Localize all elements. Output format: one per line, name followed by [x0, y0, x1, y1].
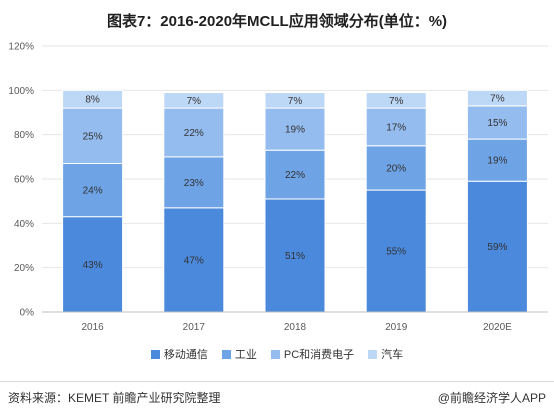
legend-swatch: [150, 349, 160, 359]
data-label: 7%: [187, 96, 202, 107]
data-label: 24%: [83, 186, 103, 197]
x-tick-label: 2019: [385, 322, 408, 333]
legend-item: PC和消费电子: [270, 346, 355, 362]
y-tick-label: 100%: [8, 86, 34, 97]
legend-item: 汽车: [368, 346, 403, 362]
legend-label: PC和消费电子: [283, 349, 355, 361]
bar-segment: [264, 92, 326, 109]
bar-segment: [163, 156, 225, 209]
y-tick-label: 120%: [8, 42, 34, 53]
data-label: 17%: [386, 122, 406, 133]
bar-segment: [62, 89, 124, 109]
footer: 资料来源：KEMET 前瞻产业研究院整理 @前瞻经济学人APP: [0, 381, 554, 414]
x-tick-label: 2018: [284, 322, 307, 333]
bar-segment: [163, 207, 225, 313]
data-label: 23%: [184, 178, 204, 189]
bar-segment: [466, 180, 528, 313]
data-label: 22%: [285, 170, 305, 181]
bar-segment: [264, 198, 326, 313]
bar-segment: [62, 162, 124, 218]
data-label: 7%: [288, 96, 303, 107]
data-label: 19%: [285, 125, 305, 136]
chart-legend: 移动通信 工业 PC和消费电子 汽车: [0, 346, 554, 362]
legend-swatch: [221, 349, 231, 359]
data-label: 59%: [487, 242, 507, 253]
y-tick-label: 20%: [14, 263, 34, 274]
brand-credit: @前瞻经济学人APP: [437, 391, 546, 405]
data-label: 8%: [85, 95, 100, 106]
stacked-bar-chart: 0% 20% 40% 60% 80% 100% 120% 43% 24% 25% 8% 2016 47%…: [8, 42, 548, 333]
bar-segment: [163, 92, 225, 109]
legend-item: 移动通信: [150, 346, 208, 362]
bar-segment: [264, 149, 326, 200]
y-tick-label: 40%: [14, 219, 34, 230]
data-label: 20%: [386, 163, 406, 174]
data-label: 25%: [83, 131, 103, 142]
legend-item: 工业: [221, 346, 257, 362]
bar-segment: [466, 138, 528, 182]
legend-label: 移动通信: [163, 349, 208, 361]
legend-swatch: [368, 349, 378, 359]
x-tick-label: 2017: [183, 322, 206, 333]
source-note: 资料来源：KEMET 前瞻产业研究院整理: [8, 391, 221, 405]
data-label: 7%: [490, 94, 505, 105]
data-label: 43%: [83, 260, 103, 271]
bar-segment: [466, 89, 528, 107]
y-tick-label: 80%: [14, 130, 34, 141]
y-tick-label: 0%: [20, 308, 35, 319]
data-label: 15%: [487, 118, 507, 129]
bar-segment: [365, 107, 427, 147]
bar-segment: [163, 107, 225, 158]
y-tick-label: 60%: [14, 175, 34, 186]
data-label: 47%: [184, 255, 204, 266]
data-label: 55%: [386, 247, 406, 258]
x-tick-label: 2016: [81, 322, 104, 333]
data-label: 51%: [285, 251, 305, 262]
data-label: 19%: [487, 156, 507, 167]
bar-segment: [365, 189, 427, 313]
legend-swatch: [270, 349, 280, 359]
bar-segment: [264, 107, 326, 151]
legend-label: 工业: [234, 349, 257, 361]
chart-title: 图表7：2016-2020年MCLL应用领域分布(单位：%): [106, 13, 448, 30]
bar-segment: [365, 145, 427, 191]
chart-area: 0% 20% 40% 60% 80% 100% 120% 43% 24% 25% 8% 2016 47%…: [0, 34, 554, 374]
bar-segment: [365, 92, 427, 109]
data-label: 7%: [389, 96, 404, 107]
data-label: 22%: [184, 128, 204, 139]
bar-segment: [62, 107, 124, 164]
x-tick-label: 2020E: [483, 322, 512, 333]
legend-label: 汽车: [381, 349, 404, 361]
